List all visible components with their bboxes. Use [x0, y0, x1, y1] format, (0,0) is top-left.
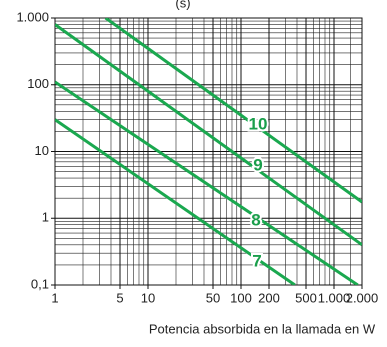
x-tick-label: 1.000: [318, 290, 351, 305]
curve-label: 10: [249, 114, 268, 133]
x-tick-label: 50: [206, 290, 220, 305]
x-tick-label: 10: [141, 290, 155, 305]
x-tick-label: 2.000: [346, 290, 379, 305]
x-tick-label: 100: [230, 290, 252, 305]
x-tick-label: 5: [116, 290, 123, 305]
curve-label: 9: [253, 155, 262, 174]
y-tick-label: 0,1: [31, 276, 49, 291]
curve-label: 7: [252, 251, 261, 270]
curve-label: 8: [251, 210, 260, 229]
curve: [55, 80, 359, 285]
x-tick-label: 1: [51, 290, 58, 305]
y-tick-label: 1: [42, 210, 49, 225]
curve: [55, 23, 362, 247]
x-tick-label: 500: [295, 290, 317, 305]
x-axis-label: Potencia absorbida en la llamada en W: [149, 321, 376, 336]
y-tick-label: 1.000: [16, 9, 49, 24]
curve: [55, 118, 296, 285]
y-tick-label: 100: [27, 76, 49, 91]
y-axis-label: (s): [175, 0, 190, 10]
y-tick-label: 10: [35, 143, 49, 158]
curve: [104, 18, 362, 204]
x-tick-label: 200: [258, 290, 280, 305]
